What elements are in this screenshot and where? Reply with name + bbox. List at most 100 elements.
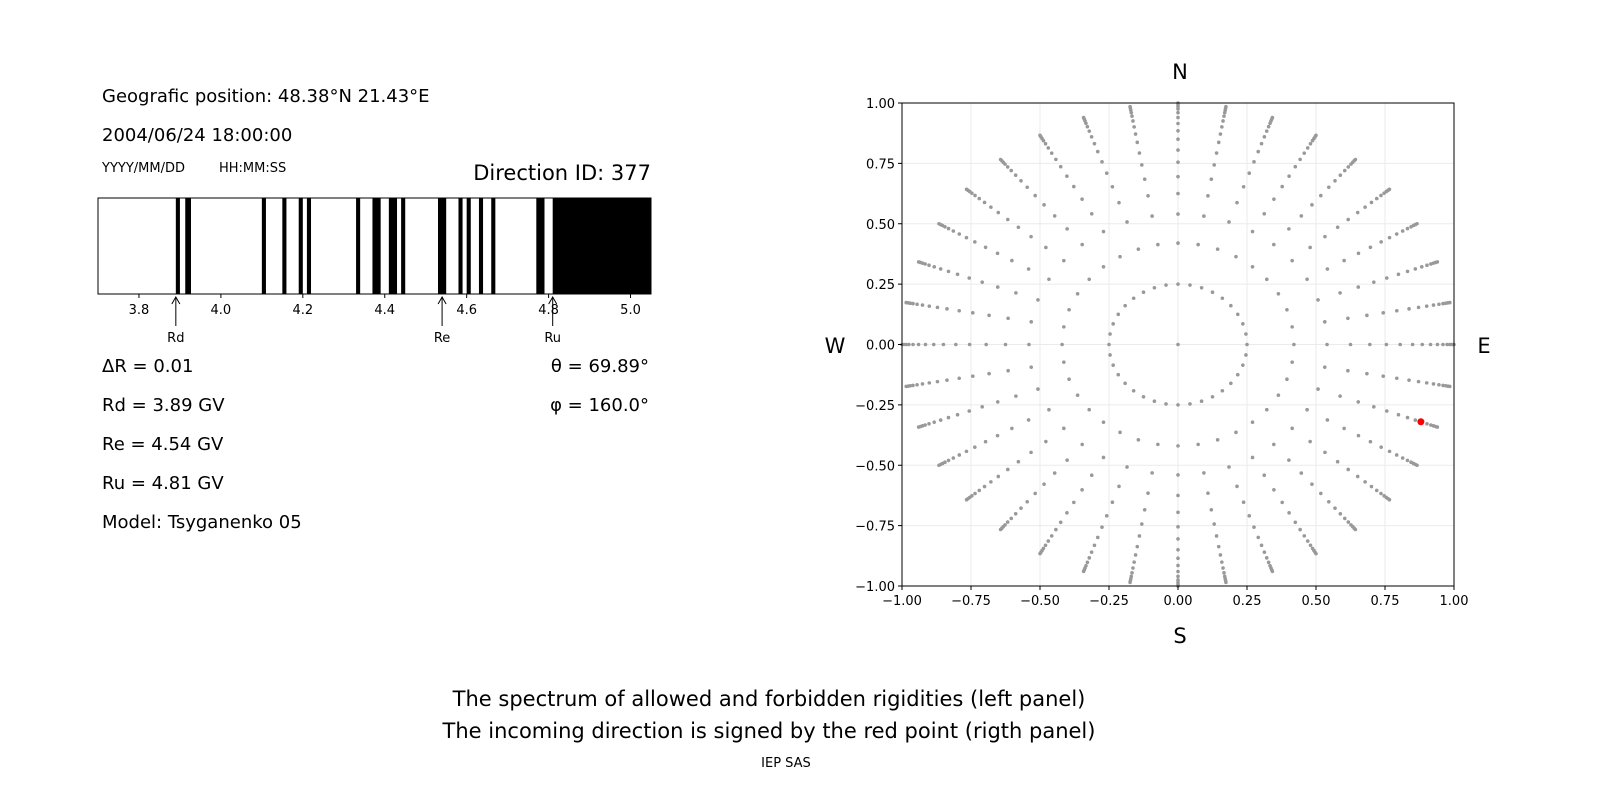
direction-point	[1164, 402, 1168, 406]
direction-point	[1009, 168, 1014, 173]
direction-point	[1010, 426, 1014, 431]
direction-point	[1029, 450, 1033, 455]
direction-point	[967, 276, 972, 280]
arrow-head-icon	[437, 295, 447, 305]
direction-point	[1356, 400, 1361, 404]
theta-value: θ = 69.89°	[550, 356, 649, 377]
x-tick-label: 0.25	[1233, 594, 1262, 609]
x-tick-label: 4.4	[374, 303, 395, 318]
direction-point	[1133, 553, 1138, 557]
direction-point	[1196, 242, 1200, 247]
direction-point	[1346, 368, 1350, 373]
direction-point	[1013, 511, 1018, 516]
direction-point	[937, 463, 941, 468]
direction-point	[1287, 511, 1291, 515]
direction-point	[1290, 325, 1294, 329]
direction-point	[1101, 420, 1106, 424]
direction-point	[1042, 482, 1046, 486]
direction-point	[1206, 194, 1210, 198]
direction-point	[1196, 442, 1200, 447]
direction-point	[1220, 560, 1224, 564]
direction-point	[1270, 569, 1275, 574]
direction-point	[1256, 535, 1261, 540]
direction-point	[945, 378, 949, 382]
direction-point	[935, 379, 940, 384]
direction-point	[1005, 520, 1010, 524]
direction-point	[954, 342, 958, 347]
direction-point	[1142, 177, 1147, 182]
direction-point	[1089, 550, 1094, 554]
direction-point	[1111, 322, 1115, 326]
direction-point	[955, 272, 960, 277]
compass-north: N	[1172, 60, 1188, 84]
direction-point	[987, 371, 991, 376]
compass-west: W	[825, 334, 846, 358]
direction-point	[1176, 212, 1180, 216]
x-tick-label: 3.8	[129, 303, 150, 318]
direction-point	[1394, 453, 1399, 457]
direction-point	[1176, 525, 1180, 529]
forbidden-band	[536, 198, 545, 294]
direction-point	[973, 193, 977, 198]
direction-point	[1014, 291, 1018, 295]
direction-point	[980, 280, 984, 284]
direction-point	[1369, 484, 1374, 489]
direction-point	[1424, 304, 1429, 308]
direction-point	[1038, 551, 1042, 556]
direction-point	[987, 313, 991, 318]
direction-point	[967, 409, 972, 413]
date-format-label: YYYY/MM/DD	[102, 161, 185, 176]
direction-point	[1075, 291, 1080, 296]
direction-point	[927, 263, 931, 268]
direction-point	[1216, 544, 1221, 549]
direction-point	[996, 210, 1001, 215]
direction-point	[1326, 499, 1331, 504]
direction-point	[1089, 211, 1094, 216]
direction-point	[927, 421, 931, 426]
direction-point	[1372, 405, 1376, 409]
direction-point	[1080, 197, 1084, 201]
direction-point	[964, 187, 969, 192]
direction-point	[1292, 342, 1296, 347]
direction-point	[1092, 543, 1097, 548]
direction-point	[1305, 146, 1310, 150]
direction-point	[1013, 173, 1018, 178]
direction-point	[1044, 245, 1048, 250]
direction-point	[1250, 455, 1255, 460]
direction-point	[1222, 571, 1226, 575]
direction-point	[1368, 342, 1372, 347]
direction-point	[1319, 491, 1323, 496]
direction-point	[1448, 300, 1452, 305]
direction-point	[1025, 185, 1030, 190]
direction-point	[927, 381, 932, 385]
direction-point	[1372, 280, 1376, 284]
direction-point	[907, 342, 911, 347]
direction-point	[1419, 265, 1424, 269]
direction-point	[1415, 221, 1419, 226]
spectrum-frame	[97, 197, 652, 295]
direction-point	[1087, 277, 1091, 282]
direction-point	[1006, 368, 1010, 373]
direction-point	[1029, 365, 1034, 369]
direction-point	[1441, 383, 1445, 388]
direction-point	[1100, 525, 1104, 529]
direction-point	[1323, 234, 1327, 239]
direction-point	[1062, 360, 1066, 364]
direction-point	[1272, 442, 1276, 447]
direction-point	[1087, 407, 1091, 412]
direction-point	[1220, 296, 1225, 301]
direction-point	[1234, 430, 1238, 435]
direction-point	[1006, 316, 1010, 321]
direction-point	[964, 449, 969, 454]
ru-value: Ru = 4.81 GV	[102, 473, 224, 494]
direction-point	[1209, 177, 1214, 182]
direction-point	[1353, 527, 1358, 532]
phi-value: φ = 160.0°	[550, 395, 649, 416]
direction-point	[1117, 200, 1121, 205]
direction-point	[1176, 556, 1180, 561]
direction-point	[1272, 197, 1276, 201]
direction-point	[1215, 247, 1220, 251]
direction-point	[983, 439, 988, 444]
direction-point	[1029, 320, 1034, 324]
